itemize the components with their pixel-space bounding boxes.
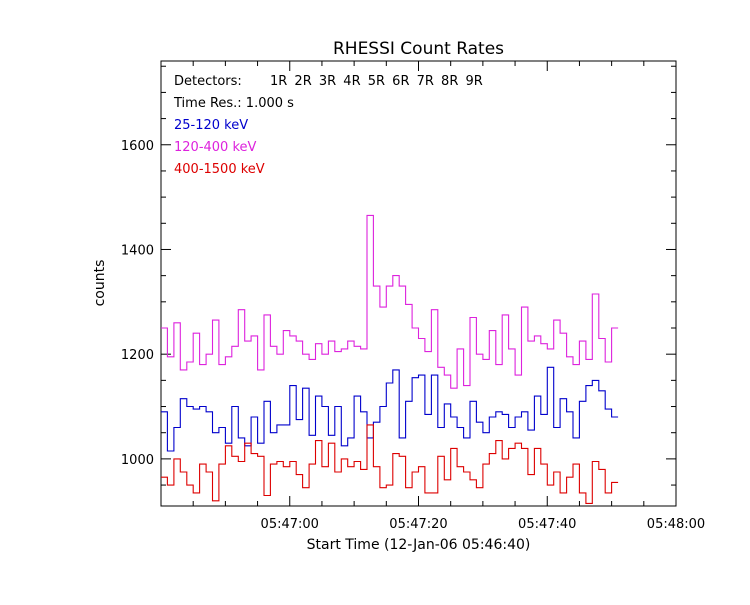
legend-series-1: 25-120 keV (174, 118, 248, 133)
detectors-value: 1R 2R 3R 4R 5R 6R 7R 8R 9R (270, 74, 483, 89)
y-tick-label: 1600 (121, 139, 154, 154)
ticks-layer: 05:47:00 05:47:20 05:47:40 05:48:00 1000 1200… (121, 61, 705, 532)
series-line-1 (161, 366, 619, 452)
x-tick-label: 05:47:00 (261, 517, 319, 532)
y-tick-label: 1400 (121, 243, 154, 258)
detectors-label: Detectors: (174, 74, 242, 89)
x-tick-label: 05:47:20 (389, 517, 447, 532)
series-line-3 (161, 424, 619, 504)
chart-title: RHESSI Count Rates (333, 39, 504, 59)
y-tick-label: 1000 (121, 453, 154, 468)
series-line-2 (161, 214, 619, 389)
x-tick-label: 05:48:00 (647, 517, 705, 532)
legend-series-3: 400-1500 keV (174, 162, 265, 177)
series-layer (161, 214, 619, 504)
x-tick-label: 05:47:40 (518, 517, 576, 532)
y-tick-label: 1200 (121, 348, 154, 363)
time-res-label: Time Res.: 1.000 s (173, 96, 294, 111)
y-axis-label: counts (92, 260, 108, 307)
legend-series-2: 120-400 keV (174, 140, 257, 155)
x-axis-label: Start Time (12-Jan-06 05:46:40) (307, 537, 531, 553)
